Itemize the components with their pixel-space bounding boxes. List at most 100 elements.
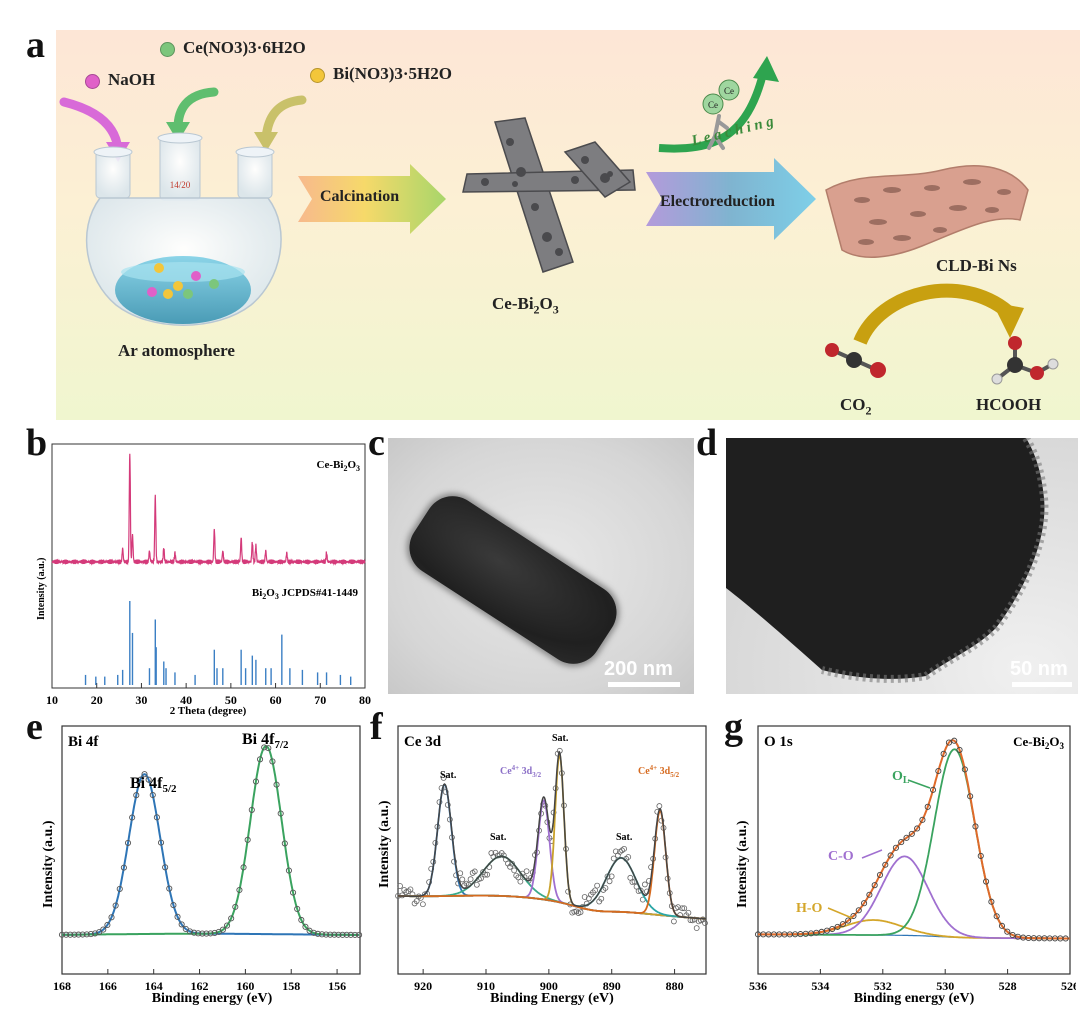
xrd-tick-label: 40 <box>180 693 192 707</box>
ce3d-data-point <box>598 895 605 902</box>
xrd-ref-legend: Bi2O3 JCPDS#41-1449 <box>252 587 359 601</box>
ce3d-xlabel: Binding Energy (eV) <box>490 991 614 1006</box>
ce3d-data-point <box>606 878 613 885</box>
bi4f-data-point <box>133 792 140 799</box>
bi4f-data-point <box>87 931 94 938</box>
o1s-data-point <box>1004 928 1011 935</box>
bi4f-data-point <box>129 814 136 821</box>
bi4f-data-point <box>178 921 185 928</box>
o1s-data-point <box>903 834 910 841</box>
o1s-data-point <box>998 922 1006 929</box>
ce3d-data-point <box>492 849 499 856</box>
bi4f-tick-label: 160 <box>236 979 254 993</box>
o1s-title: O 1s <box>764 734 793 750</box>
electroreduction-arrow-icon <box>646 158 816 240</box>
o1s-data-point <box>983 878 990 885</box>
ce3d-data-point <box>482 871 489 878</box>
bi4f-tick-label: 166 <box>99 979 117 993</box>
o1s-tick-label: 528 <box>999 979 1017 993</box>
panel-g-label: g <box>724 706 743 748</box>
o1s-data-point <box>845 917 852 924</box>
tem-image-low-mag: 200 nm <box>388 438 694 694</box>
bi4f-data-point <box>331 931 338 938</box>
ce-nitrate-text: Ce(NO3)3·6H2O <box>183 38 306 57</box>
o1s-data-point <box>871 882 878 889</box>
ce3d-data-point <box>419 901 426 908</box>
ar-atmosphere-label: Ar atomosphere <box>118 341 235 360</box>
ce3d-data-point <box>407 886 414 893</box>
ce3d-data-point <box>675 904 681 911</box>
ce3d-data-point <box>608 873 615 880</box>
bi4f-tick-label: 156 <box>328 979 346 993</box>
ce3d-data-point <box>473 881 480 888</box>
ce3d-ylabel: Intensity (a.u.) <box>377 800 392 888</box>
bi4f-data-point <box>228 915 235 922</box>
xrd-tick-label: 30 <box>135 693 147 707</box>
bi4f-data-point <box>149 791 156 799</box>
sat-label-1: Sat. <box>440 770 457 781</box>
bi4f-data-point <box>318 931 325 938</box>
bi4f-data-point <box>269 758 276 765</box>
ce52-label: Ce4+ 3d5/2 <box>638 764 680 779</box>
ce3d-data-point <box>602 885 609 891</box>
scale-label-50nm: 50 nm <box>1010 658 1068 680</box>
scale-label-200nm: 200 nm <box>604 658 673 680</box>
ce3d-title: Ce 3d <box>404 734 442 750</box>
bi4f-data-point <box>298 916 305 924</box>
ce32-label: Ce4+ 3d3/2 <box>500 764 542 779</box>
o1s-data-point <box>988 898 995 905</box>
bi4f-data-point <box>91 930 99 937</box>
reagent-bi-nitrate: Bi(NO3)3·5H2O <box>310 64 452 84</box>
bi4f-data-point <box>186 928 193 935</box>
xrd-tick-label: 80 <box>359 693 371 707</box>
bi4f-tick-label: 164 <box>145 979 163 993</box>
ce3d-tick-label: 910 <box>477 979 495 993</box>
bi4f-data-point <box>294 905 301 913</box>
o1s-data-point <box>876 871 884 878</box>
ce3d-data-point <box>693 925 700 931</box>
bi4f-data-point <box>58 931 66 938</box>
bi4f-data-point <box>232 903 239 910</box>
o1s-data-point <box>967 793 974 800</box>
svg-text:14/20: 14/20 <box>170 180 191 190</box>
bi4f-data-point <box>290 889 297 896</box>
co2-label: CO2 <box>840 395 872 418</box>
o1s-data-point <box>951 737 958 744</box>
calcination-label: Calcination <box>320 188 400 205</box>
hcooh-molecule-icon <box>991 336 1059 385</box>
ce3d-data-point <box>459 876 466 883</box>
o1s-data-point <box>1009 931 1016 939</box>
o1s-data-point <box>961 766 968 773</box>
bi4f-xlabel: Binding energy (eV) <box>152 991 273 1006</box>
bi4f-tick-label: 158 <box>282 979 300 993</box>
bi4f-data-point <box>351 931 359 938</box>
o1s-ylabel: Intensity (a.u.) <box>735 820 750 908</box>
ce3d-tick-label: 890 <box>603 979 621 993</box>
cld-bi-nanosheet-illustration <box>825 165 1029 258</box>
leaching-illustration: Ce Ce <box>658 56 779 153</box>
bi4f-data-point <box>112 902 119 909</box>
ce3d-data-point <box>592 887 598 894</box>
bi4f-data-point <box>71 931 78 938</box>
bi4f-data-point <box>108 914 115 921</box>
bi4f-data-point <box>211 929 218 936</box>
sat-label-3: Sat. <box>552 733 569 744</box>
bi4f-data-point <box>166 885 173 892</box>
bi4f-data-point <box>79 931 86 938</box>
svg-text:Ce: Ce <box>708 100 718 110</box>
reagent-naoh: NaOH <box>85 70 155 90</box>
xrd-tick-label: 50 <box>225 693 237 707</box>
ce3d-data-point <box>397 883 403 889</box>
electroreduction-label: Electroreduction <box>660 193 775 210</box>
bi4f-data-point <box>252 778 259 785</box>
bi4f-data-point <box>153 814 160 821</box>
bi4f-data-point <box>145 776 152 783</box>
ce3d-data-point <box>641 881 648 888</box>
bi4f-data-point <box>63 931 70 938</box>
bi4f-data-point <box>347 931 354 938</box>
xrd-sample-legend: Ce-Bi2O3 <box>317 459 360 473</box>
ce3d-data-point <box>467 876 474 883</box>
svg-text:Ce: Ce <box>724 86 734 96</box>
three-neck-flask-illustration: 14/20 <box>59 87 307 326</box>
o1s-data-point <box>993 913 1000 920</box>
